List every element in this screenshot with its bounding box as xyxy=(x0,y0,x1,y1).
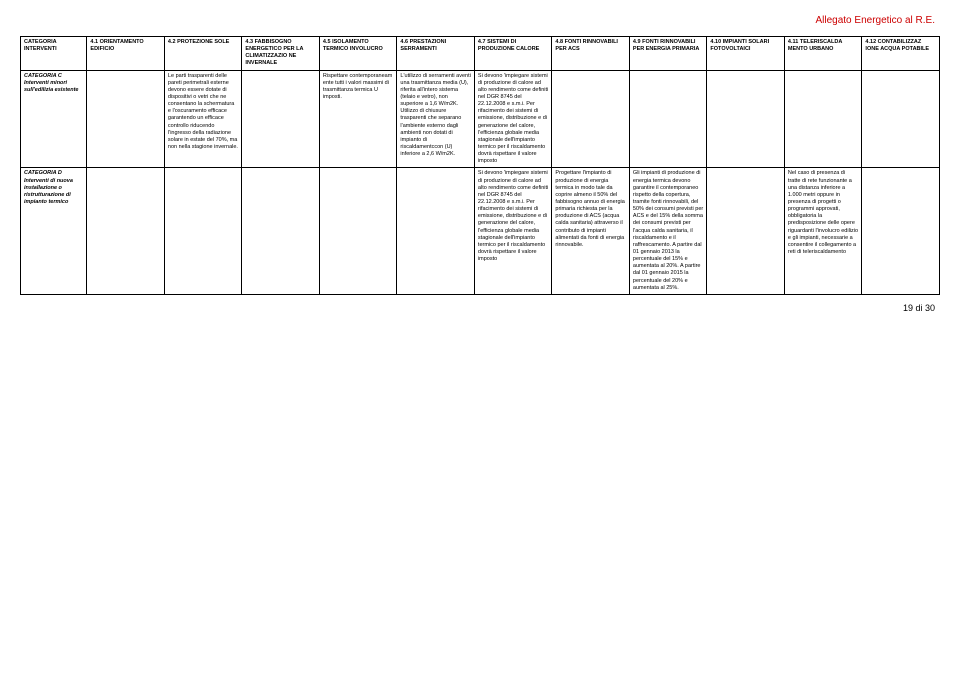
col-header-categoria: CATEGORIA INTERVENTI xyxy=(21,37,87,71)
energy-interventions-table: CATEGORIA INTERVENTI 4.1 ORIENTAMENTO ED… xyxy=(20,36,940,295)
col-header-4-7: 4.7 SISTEMI DI PRODUZIONE CALORE xyxy=(474,37,552,71)
col-header-4-8: 4.8 FONTI RINNOVABILI PER ACS xyxy=(552,37,630,71)
cell xyxy=(87,168,165,294)
cell xyxy=(87,70,165,168)
cell xyxy=(164,168,242,294)
cell: Si devono 'impiegare sistemi di produzio… xyxy=(474,70,552,168)
col-header-4-3: 4.3 FABBISOGNO ENERGETICO PER LA CLIMATI… xyxy=(242,37,320,71)
row-label-c: CATEGORIA C Interventi minori sull'edili… xyxy=(21,70,87,168)
cell: Gli impianti di produzione di energia te… xyxy=(629,168,707,294)
cell xyxy=(862,70,940,168)
table-row: CATEGORIA C Interventi minori sull'edili… xyxy=(21,70,940,168)
col-header-4-9: 4.9 FONTI RINNOVABILI PER ENERGIA PRIMAR… xyxy=(629,37,707,71)
col-header-4-1: 4.1 ORIENTAMENTO EDIFICIO xyxy=(87,37,165,71)
cell: Progettare l'impianto di produzione di e… xyxy=(552,168,630,294)
page-footer: 19 di 30 xyxy=(20,303,940,313)
col-header-4-12: 4.12 CONTABILIZZAZ IONE ACQUA POTABILE xyxy=(862,37,940,71)
table-row: CATEGORIA D Interventi di nuova installa… xyxy=(21,168,940,294)
cell: Le parti trasparenti delle pareti perime… xyxy=(164,70,242,168)
col-header-4-11: 4.11 TELERISCALDA MENTO URBANO xyxy=(784,37,862,71)
col-header-4-2: 4.2 PROTEZIONE SOLE xyxy=(164,37,242,71)
page-header: Allegato Energetico al R.E. xyxy=(20,15,940,26)
cell: Rispettare contemporaneam ente tutti i v… xyxy=(319,70,397,168)
cell xyxy=(242,70,320,168)
cell: Si devono 'impiegare sistemi di produzio… xyxy=(474,168,552,294)
cell xyxy=(707,168,785,294)
col-header-4-10: 4.10 IMPIANTI SOLARI FOTOVOLTAICI xyxy=(707,37,785,71)
cell xyxy=(242,168,320,294)
cell: L'utilizzo di serramenti aventi una tras… xyxy=(397,70,475,168)
cell xyxy=(784,70,862,168)
col-header-4-5: 4.5 ISOLAMENTO TERMICO INVOLUCRO xyxy=(319,37,397,71)
cell xyxy=(707,70,785,168)
row-label-d: CATEGORIA D Interventi di nuova installa… xyxy=(21,168,87,294)
table-header-row: CATEGORIA INTERVENTI 4.1 ORIENTAMENTO ED… xyxy=(21,37,940,71)
cell xyxy=(319,168,397,294)
col-header-4-6: 4.6 PRESTAZIONI SERRAMENTI xyxy=(397,37,475,71)
cell xyxy=(552,70,630,168)
cell: Nel caso di presenza di tratte di rete f… xyxy=(784,168,862,294)
cell xyxy=(629,70,707,168)
cell xyxy=(397,168,475,294)
cell xyxy=(862,168,940,294)
